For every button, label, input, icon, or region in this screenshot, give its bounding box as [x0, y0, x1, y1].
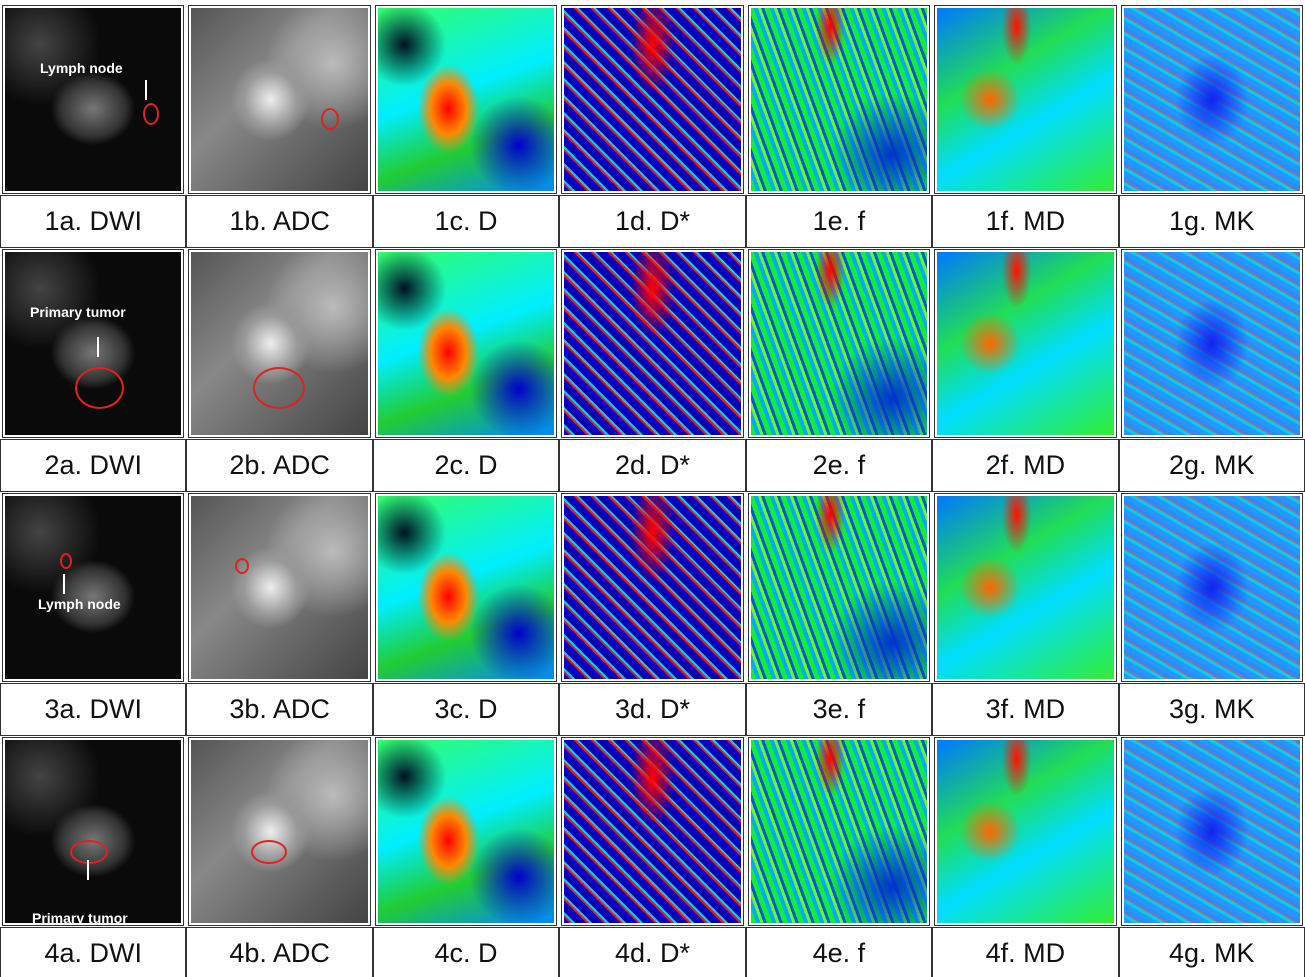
image-panel: Lymph node	[3, 494, 183, 681]
pointer-line	[145, 80, 147, 100]
annotation: Primary tumor	[32, 910, 128, 925]
image-panel	[376, 6, 556, 193]
panel-label: 3b. ADC	[186, 683, 372, 736]
image-panel	[562, 494, 742, 681]
panel-label: 4c. D	[373, 927, 559, 977]
panel-label: 1e. f	[746, 195, 932, 248]
panel-label: 4a. DWI	[0, 927, 186, 977]
image-panel	[935, 6, 1115, 193]
panel-label: 2c. D	[373, 439, 559, 492]
panel-label: 4b. ADC	[186, 927, 372, 977]
image-panel	[189, 6, 369, 193]
panel-label: 1d. D*	[559, 195, 745, 248]
image-panel: Lymph node	[3, 6, 183, 193]
roi-contour	[70, 840, 108, 864]
panel-label: 4g. MK	[1119, 927, 1305, 977]
image-panel	[749, 494, 929, 681]
image-panel	[189, 738, 369, 925]
panel-label: 3c. D	[373, 683, 559, 736]
image-panel	[376, 738, 556, 925]
image-panel	[1122, 6, 1302, 193]
pointer-line	[97, 337, 99, 357]
roi-contour	[251, 840, 287, 864]
image-panel	[749, 250, 929, 437]
image-panel	[189, 494, 369, 681]
annotation: Lymph node	[38, 596, 121, 612]
image-panel	[376, 250, 556, 437]
pointer-line	[63, 574, 65, 594]
image-panel	[562, 250, 742, 437]
image-panel	[749, 6, 929, 193]
panel-label: 2d. D*	[559, 439, 745, 492]
image-panel: Primary tumor	[3, 738, 183, 925]
pointer-line	[87, 860, 89, 880]
roi-contour	[60, 553, 72, 569]
image-panel	[376, 494, 556, 681]
panel-label: 2a. DWI	[0, 439, 186, 492]
panel-label: 2b. ADC	[186, 439, 372, 492]
panel-label: 2g. MK	[1119, 439, 1305, 492]
image-panel: Primary tumor	[3, 250, 183, 437]
panel-label: 4e. f	[746, 927, 932, 977]
image-panel	[1122, 494, 1302, 681]
panel-label: 1f. MD	[932, 195, 1118, 248]
image-panel	[935, 738, 1115, 925]
panel-label: 3d. D*	[559, 683, 745, 736]
image-panel	[935, 494, 1115, 681]
panel-label: 1c. D	[373, 195, 559, 248]
roi-contour	[143, 103, 159, 125]
panel-label: 3f. MD	[932, 683, 1118, 736]
image-panel	[935, 250, 1115, 437]
roi-contour	[75, 367, 124, 409]
image-panel	[562, 738, 742, 925]
roi-contour	[253, 367, 305, 409]
image-panel	[562, 6, 742, 193]
figure-grid: Lymph node 1a. DWI1b. ADC1c. D1d. D*1e. f…	[0, 0, 1305, 977]
panel-label: 3a. DWI	[0, 683, 186, 736]
panel-label: 2f. MD	[932, 439, 1118, 492]
image-panel	[1122, 250, 1302, 437]
image-panel	[189, 250, 369, 437]
roi-contour	[321, 108, 339, 130]
annotation: Lymph node	[40, 60, 123, 76]
panel-label: 1g. MK	[1119, 195, 1305, 248]
panel-label: 1b. ADC	[186, 195, 372, 248]
roi-contour	[235, 558, 249, 574]
panel-label: 3g. MK	[1119, 683, 1305, 736]
panel-label: 4f. MD	[932, 927, 1118, 977]
annotation: Primary tumor	[30, 304, 126, 320]
image-panel	[749, 738, 929, 925]
image-panel	[1122, 738, 1302, 925]
panel-label: 4d. D*	[559, 927, 745, 977]
panel-label: 2e. f	[746, 439, 932, 492]
panel-label: 1a. DWI	[0, 195, 186, 248]
panel-label: 3e. f	[746, 683, 932, 736]
